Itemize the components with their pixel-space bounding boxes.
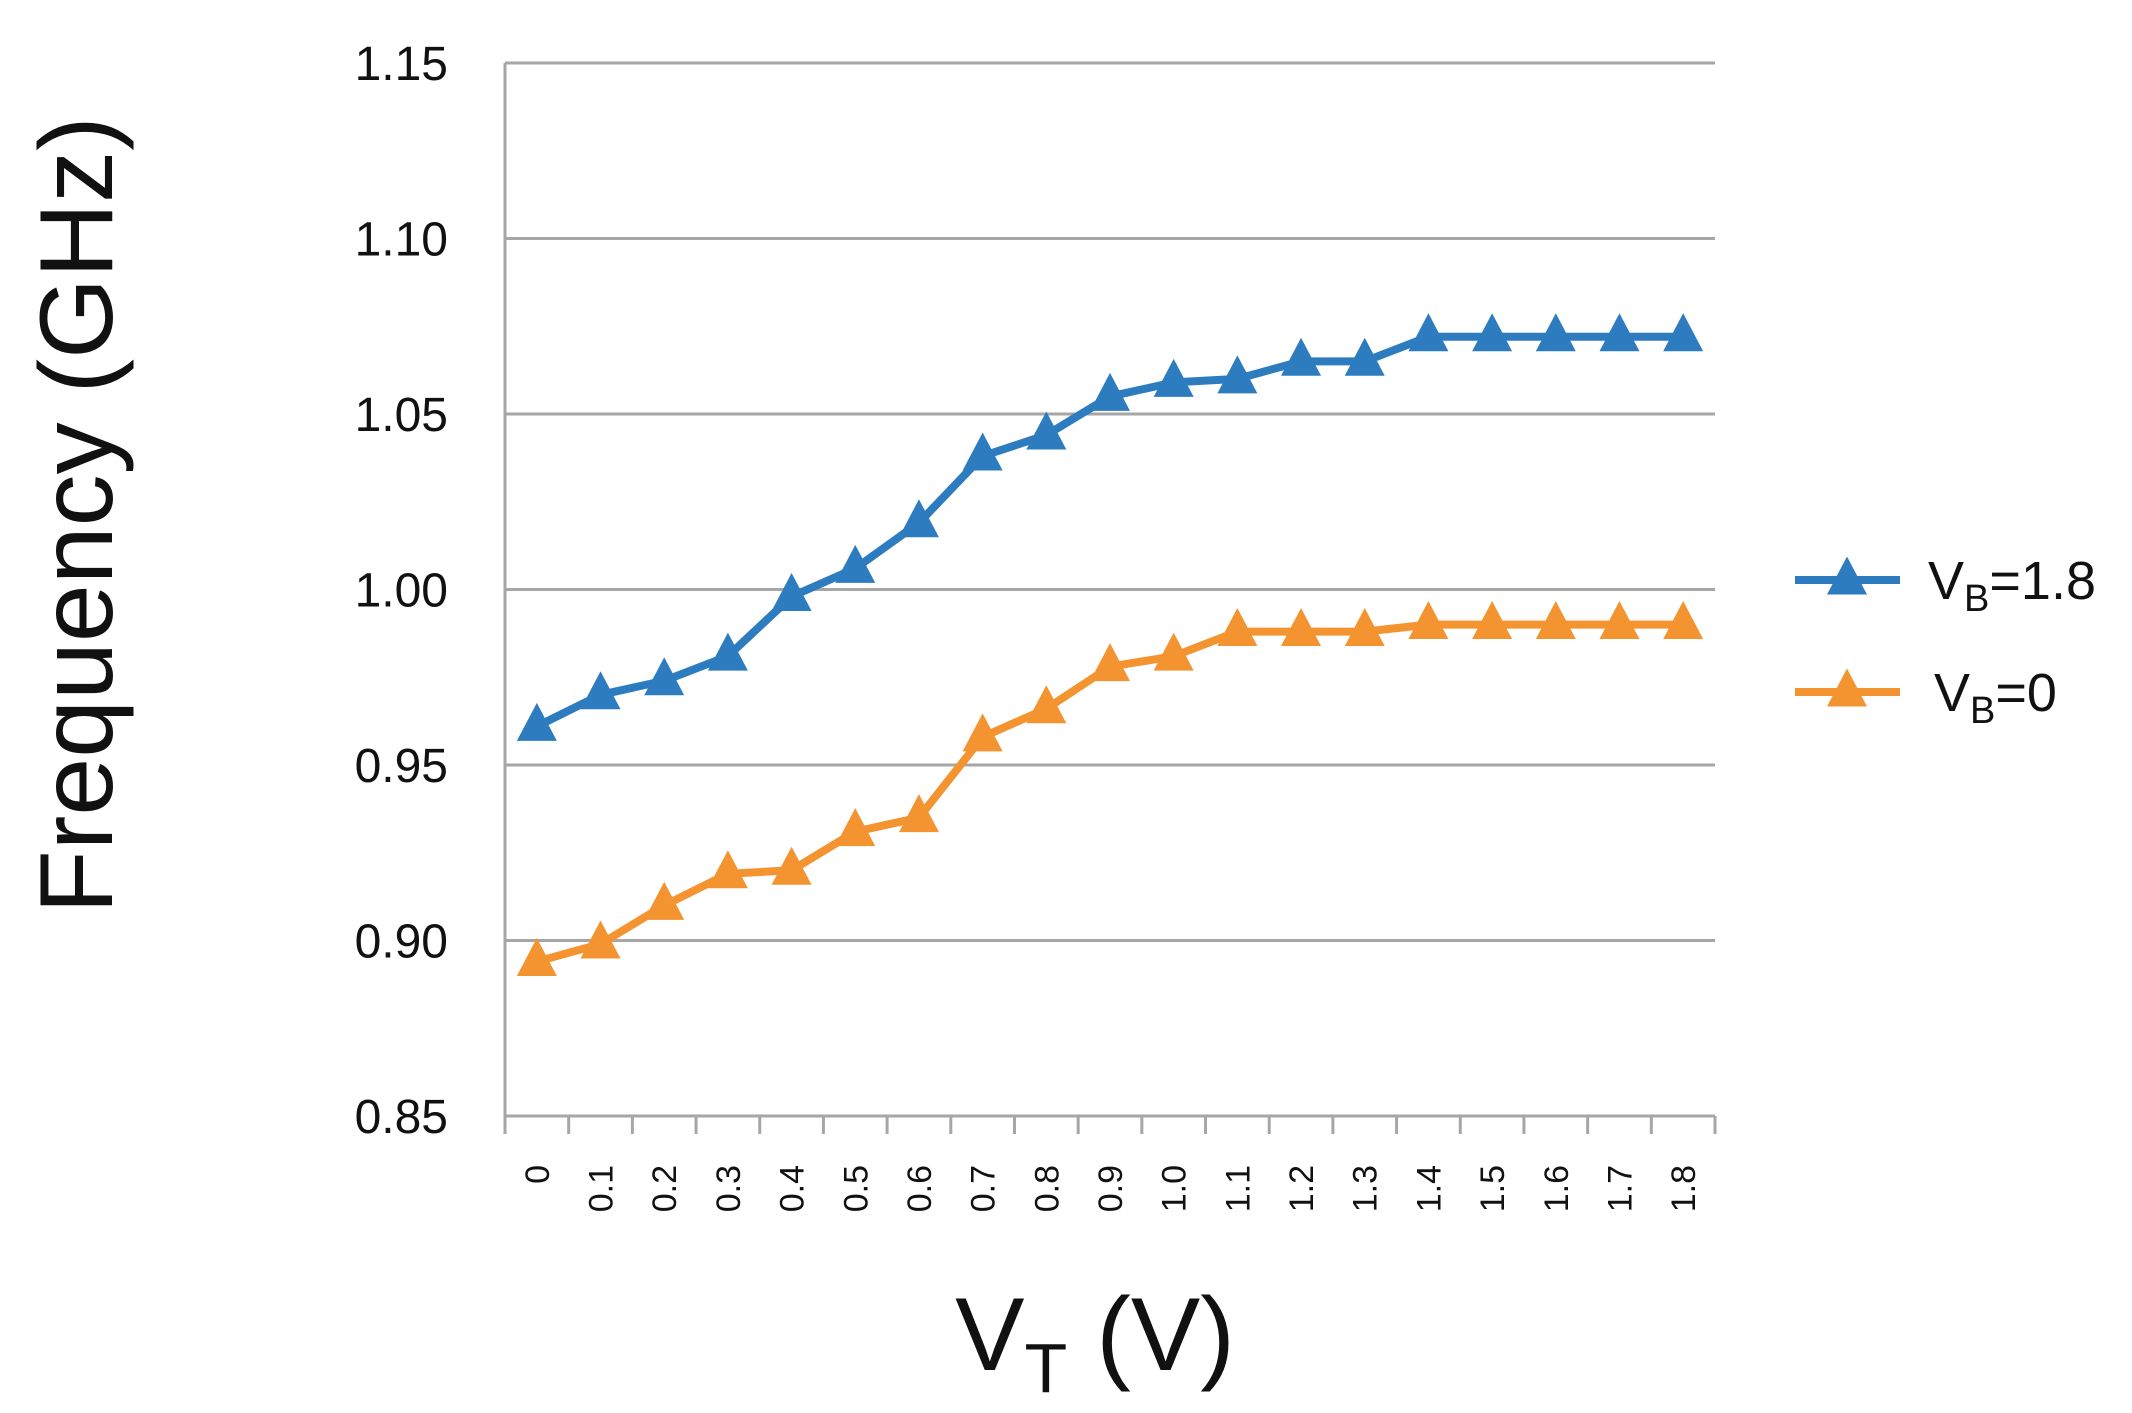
- data-point-triangle: [771, 846, 812, 885]
- x-tick-label: 0.8: [1028, 1165, 1066, 1212]
- x-tick-label: 1.2: [1283, 1165, 1321, 1212]
- grid-lines: [505, 61, 1715, 942]
- x-tick-label: 0.9: [1092, 1165, 1130, 1212]
- x-tick-label: 1.3: [1347, 1165, 1385, 1212]
- x-tick-label: 1.7: [1601, 1165, 1639, 1212]
- data-point-triangle: [1663, 601, 1704, 640]
- legend-label: VB=0: [1934, 663, 2057, 732]
- x-tick-label: 0: [519, 1165, 557, 1184]
- y-tick-label: 0.95: [355, 740, 448, 793]
- y-tick-label: 1.00: [355, 565, 448, 618]
- series-VB=0: [516, 601, 1704, 976]
- data-point-triangle: [1472, 313, 1513, 352]
- y-tick-labels: 0.85 0.90 0.95 1.00 1.05 1.10 1.15: [355, 38, 448, 1144]
- data-point-triangle: [1472, 601, 1513, 640]
- data-point-triangle: [1153, 358, 1194, 397]
- x-tick-label: 1.1: [1219, 1165, 1257, 1212]
- data-point-triangle: [516, 702, 557, 741]
- data-point-triangle: [1535, 601, 1576, 640]
- data-point-triangle: [1090, 372, 1130, 411]
- legend: VB=1.8 VB=0: [1795, 551, 2096, 732]
- x-tick-label: 0.1: [583, 1165, 621, 1212]
- data-point-triangle: [1090, 643, 1130, 682]
- y-axis-title: Frequency (GHz): [19, 116, 135, 914]
- x-tick-label: 1.5: [1474, 1165, 1512, 1212]
- data-point-triangle: [1599, 601, 1640, 640]
- x-tick-label: 1.8: [1665, 1165, 1703, 1212]
- data-point-triangle: [707, 632, 748, 671]
- x-axis-title: VT (V): [955, 1277, 1235, 1407]
- x-tick-labels: 0 0.1 0.2 0.3 0.4 0.5 0.6 0.7 0.8 0.9 1.0 1.1 1.2 1.3…: [519, 1165, 1703, 1212]
- legend-item-vb-1.8: VB=1.8: [1795, 551, 2096, 620]
- data-point-triangle: [516, 938, 557, 976]
- x-axis-title-sub: T: [1025, 1329, 1068, 1407]
- axes: [503, 63, 1717, 1134]
- y-tick-label: 1.10: [355, 214, 448, 267]
- data-point-triangle: [1153, 632, 1194, 671]
- data-point-triangle: [1344, 337, 1385, 376]
- series-VB=1.8: [516, 313, 1704, 741]
- y-tick-label: 1.15: [355, 38, 448, 91]
- x-axis-title-main: V: [955, 1277, 1024, 1393]
- data-point-triangle: [580, 671, 621, 710]
- data-point-triangle: [1663, 313, 1704, 352]
- data-point-triangle: [1281, 608, 1322, 647]
- x-tick-label: 0.5: [837, 1165, 875, 1212]
- legend-marker-triangle: [1827, 668, 1867, 707]
- data-point-triangle: [1408, 313, 1449, 352]
- data-point-triangle: [644, 657, 685, 696]
- x-tick-label: 0.2: [646, 1165, 684, 1212]
- data-point-triangle: [835, 544, 876, 583]
- data-point-triangle: [962, 713, 1003, 752]
- y-tick-label: 0.90: [355, 916, 448, 969]
- x-tick-label: 1.4: [1410, 1165, 1448, 1212]
- data-point-triangle: [1535, 313, 1576, 352]
- data-point-triangle: [644, 881, 685, 920]
- data-point-triangle: [835, 808, 876, 847]
- x-tick-label: 0.3: [710, 1165, 748, 1212]
- x-tick-label: 0.6: [901, 1165, 939, 1212]
- data-point-triangle: [1217, 608, 1258, 647]
- data-point-triangle: [771, 572, 812, 611]
- legend-label: VB=1.8: [1928, 551, 2096, 620]
- data-point-triangle: [1281, 337, 1322, 376]
- x-tick-label: 1.0: [1156, 1165, 1194, 1212]
- data-point-triangle: [962, 432, 1003, 471]
- data-point-triangle: [1408, 601, 1449, 640]
- y-tick-label: 1.05: [355, 389, 448, 442]
- y-tick-label: 0.85: [355, 1091, 448, 1144]
- legend-item-vb-0: VB=0: [1795, 663, 2057, 732]
- data-point-triangle: [1344, 608, 1385, 647]
- data-point-triangle: [898, 499, 939, 538]
- legend-marker-triangle: [1827, 556, 1867, 595]
- data-point-triangle: [898, 794, 939, 833]
- x-tick-label: 0.7: [965, 1165, 1003, 1212]
- data-point-triangle: [1217, 355, 1258, 394]
- data-point-triangle: [1026, 411, 1067, 450]
- data-point-triangle: [1026, 685, 1067, 724]
- data-series: [516, 313, 1704, 976]
- x-tick-label: 0.4: [774, 1165, 812, 1212]
- data-point-triangle: [707, 850, 748, 889]
- x-axis-title-unit: (V): [1067, 1277, 1235, 1393]
- data-point-triangle: [1599, 313, 1640, 352]
- data-point-triangle: [580, 920, 621, 959]
- x-tick-label: 1.6: [1538, 1165, 1576, 1212]
